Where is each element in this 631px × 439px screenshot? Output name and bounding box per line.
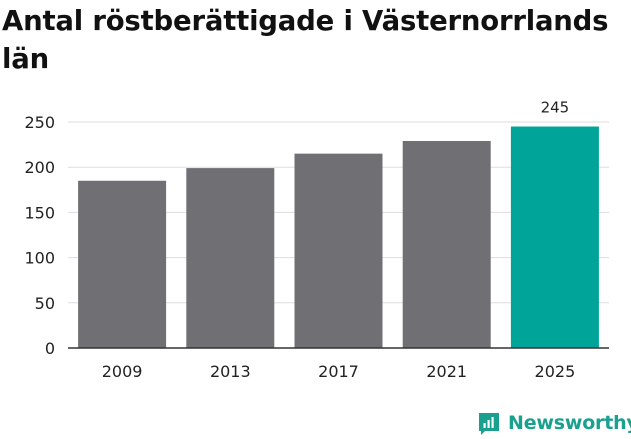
brand-logo: Newsworthy — [476, 408, 631, 438]
bars — [78, 126, 599, 349]
x-tick-label: 2009 — [102, 362, 143, 381]
x-tick-label: 2021 — [426, 362, 467, 381]
newsworthy-logo-icon — [479, 413, 499, 435]
x-tick-label: 2017 — [318, 362, 359, 381]
y-tick-label: 50 — [35, 294, 55, 313]
bar-2009 — [78, 180, 167, 348]
chart-title: Antal röstberättigade i Västernorrlands … — [2, 5, 609, 75]
x-tick-label: 2013 — [210, 362, 251, 381]
y-tick-label: 150 — [24, 203, 55, 222]
bar-2013 — [186, 168, 275, 348]
brand-name: Newsworthy — [508, 412, 631, 434]
y-tick-label: 100 — [24, 249, 55, 268]
data-label: 245 — [541, 99, 570, 117]
y-tick-label: 0 — [45, 339, 55, 358]
y-tick-label: 200 — [24, 158, 55, 177]
bar-2021 — [402, 140, 491, 348]
y-tick-label: 250 — [24, 113, 55, 132]
bar-2025 — [510, 126, 599, 349]
labels: 0 50 100 150 200 250 2009 2013 2017 2021 2025 245 — [24, 99, 609, 381]
x-tick-label: 2025 — [535, 362, 576, 381]
bar-2017 — [294, 153, 383, 348]
